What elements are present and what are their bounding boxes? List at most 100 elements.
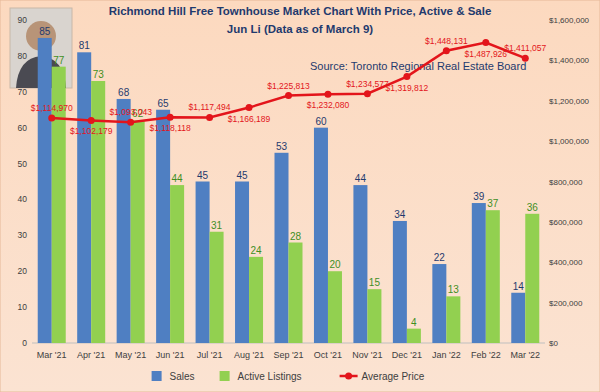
x-tick-label: Mar '21 bbox=[37, 350, 67, 360]
x-tick-label: Sep '21 bbox=[273, 350, 303, 360]
bar bbox=[525, 214, 539, 343]
bar bbox=[289, 243, 303, 343]
bar-label: 22 bbox=[434, 252, 446, 263]
bar-label: 77 bbox=[53, 55, 65, 66]
bar-label: 37 bbox=[487, 198, 499, 209]
line-marker bbox=[482, 39, 489, 46]
x-tick-label: Mar '22 bbox=[510, 350, 540, 360]
x-tick-label: Aug '21 bbox=[234, 350, 264, 360]
bar-label: 68 bbox=[118, 87, 130, 98]
line-marker bbox=[403, 73, 410, 80]
line-label: $1,487,926 bbox=[465, 49, 508, 59]
bar-label: 34 bbox=[394, 209, 406, 220]
x-tick-label: Feb '22 bbox=[471, 350, 501, 360]
bar bbox=[407, 329, 421, 343]
plot-marks bbox=[38, 38, 540, 343]
bar-label: 45 bbox=[236, 170, 248, 181]
background bbox=[0, 0, 600, 392]
line-label: $1,225,813 bbox=[267, 81, 310, 91]
y-tick-label: 70 bbox=[18, 87, 28, 97]
legend: Sales Active Listings Average Price bbox=[152, 371, 425, 382]
line-label: $1,448,131 bbox=[425, 36, 468, 46]
x-tick-label: Jul '21 bbox=[197, 350, 223, 360]
bar bbox=[117, 99, 131, 343]
line-label: $1,118,118 bbox=[149, 123, 191, 133]
legend-swatch-marker bbox=[345, 373, 352, 380]
y2-tick-label: $1,400,000 bbox=[549, 56, 590, 65]
y2-tick-label: $200,000 bbox=[549, 299, 583, 308]
bar bbox=[353, 185, 367, 343]
y-tick-label: 0 bbox=[22, 338, 27, 348]
x-tick-label: Apr '21 bbox=[77, 350, 105, 360]
legend-label: Average Price bbox=[362, 371, 425, 382]
bar bbox=[511, 293, 525, 343]
bar bbox=[156, 110, 170, 343]
line-label: $1,102,179 bbox=[70, 126, 113, 136]
line bbox=[52, 43, 526, 123]
bar-label: 81 bbox=[79, 40, 91, 51]
line-label: $1,232,080 bbox=[307, 100, 350, 110]
line-label: $1,234,577 bbox=[346, 79, 389, 89]
bar-label: 15 bbox=[369, 277, 381, 288]
legend-label: Sales bbox=[170, 371, 195, 382]
bar-label: 14 bbox=[513, 281, 525, 292]
bar bbox=[472, 203, 486, 343]
subtitle: Jun Li (Data as of March 9) bbox=[227, 23, 374, 35]
bar-label: 65 bbox=[158, 98, 170, 109]
bar-label: 28 bbox=[290, 231, 302, 242]
bar bbox=[210, 232, 224, 343]
bar-label: 36 bbox=[527, 202, 539, 213]
y2-tick-label: $0 bbox=[549, 339, 558, 348]
bar-label: 39 bbox=[473, 191, 485, 202]
bar-label: 85 bbox=[39, 26, 51, 37]
bar bbox=[235, 182, 249, 344]
bar-label: 31 bbox=[211, 220, 223, 231]
bar bbox=[432, 264, 446, 343]
y2-tick-label: $1,200,000 bbox=[549, 97, 590, 106]
line-marker bbox=[522, 55, 529, 62]
y-tick-label: 50 bbox=[18, 159, 28, 169]
bar-label: 4 bbox=[411, 317, 417, 328]
line-marker bbox=[443, 47, 450, 54]
legend-label: Active Listings bbox=[238, 371, 302, 382]
bar bbox=[367, 289, 381, 343]
x-tick-label: Dec '21 bbox=[392, 350, 422, 360]
x-tick-label: Nov '21 bbox=[352, 350, 382, 360]
line-label: $1,166,189 bbox=[228, 114, 271, 124]
bar bbox=[314, 128, 328, 343]
line-marker bbox=[324, 91, 331, 98]
bar bbox=[486, 210, 500, 343]
bar bbox=[275, 153, 289, 343]
bar bbox=[393, 221, 407, 343]
bar-label: 73 bbox=[93, 69, 105, 80]
chart: Richmond Hill Free Townhouse Market Char… bbox=[0, 0, 600, 392]
y-tick-label: 20 bbox=[18, 266, 28, 276]
legend-swatch bbox=[220, 371, 230, 381]
line-marker bbox=[206, 114, 213, 121]
y-tick-label: 10 bbox=[18, 302, 28, 312]
line-label: $1,114,970 bbox=[31, 103, 73, 113]
line-marker bbox=[48, 114, 55, 121]
line-label: $1,093,043 bbox=[109, 107, 152, 117]
y-tick-label: 90 bbox=[18, 15, 28, 25]
y2-tick-label: $1,000,000 bbox=[549, 137, 590, 146]
data-labels: 8581686545455360443422391477736244312428… bbox=[31, 26, 547, 328]
bar bbox=[131, 120, 145, 343]
y-tick-label: 30 bbox=[18, 230, 28, 240]
y2-tick-label: $800,000 bbox=[549, 178, 583, 187]
y2-tick-label: $1,600,000 bbox=[549, 16, 590, 25]
bar-label: 45 bbox=[197, 170, 209, 181]
bar-label: 24 bbox=[250, 245, 262, 256]
bar-label: 13 bbox=[448, 284, 460, 295]
line-marker bbox=[285, 92, 292, 99]
bar bbox=[249, 257, 263, 343]
line-marker bbox=[127, 119, 134, 126]
bar bbox=[446, 296, 460, 343]
line-label: $1,411,057 bbox=[504, 43, 546, 53]
line-marker bbox=[88, 117, 95, 124]
title: Richmond Hill Free Townhouse Market Char… bbox=[109, 5, 492, 17]
line-label: $1,319,812 bbox=[386, 83, 429, 93]
bar-label: 44 bbox=[355, 173, 367, 184]
y2-tick-label: $400,000 bbox=[549, 258, 583, 267]
y-tick-label: 40 bbox=[18, 194, 28, 204]
